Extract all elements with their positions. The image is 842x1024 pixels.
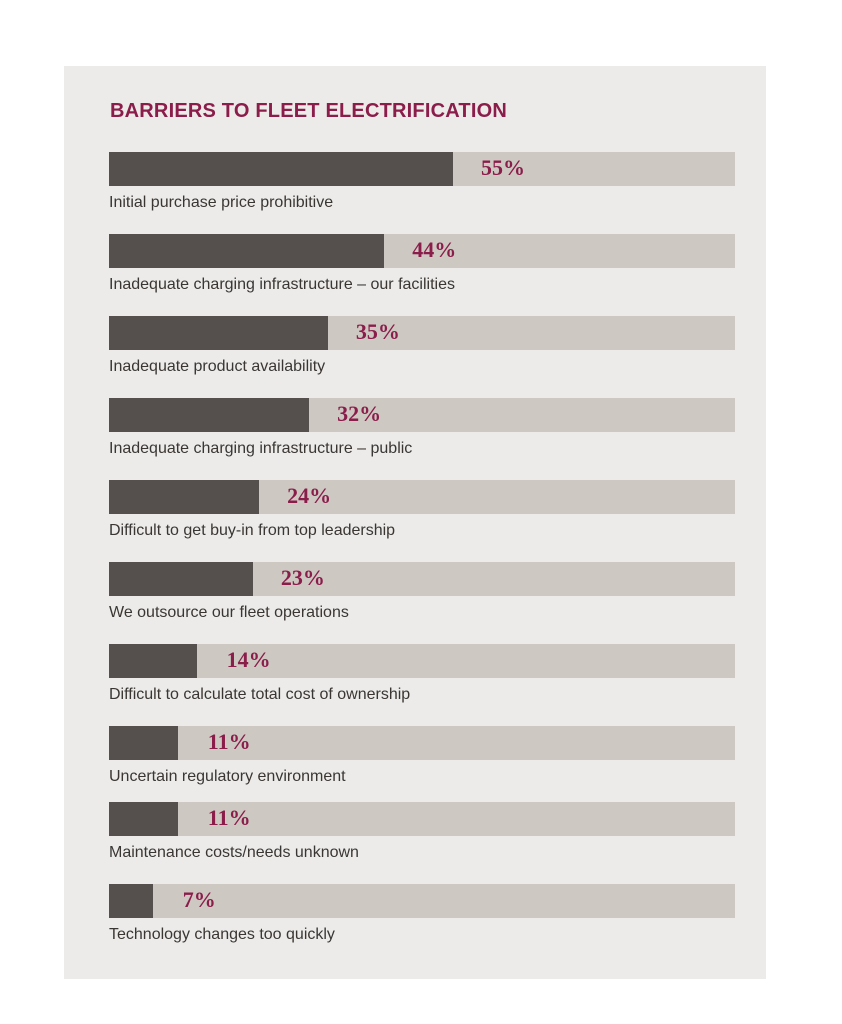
category-label: We outsource our fleet operations xyxy=(109,604,349,621)
value-label: 14% xyxy=(226,647,271,672)
bar xyxy=(109,562,253,596)
category-label: Inadequate charging infrastructure – pub… xyxy=(109,440,413,457)
bar-row: 14% Difficult to calculate total cost of … xyxy=(109,644,735,706)
bar-row: 7% Technology changes too quickly xyxy=(109,884,735,946)
bar-track: 55% xyxy=(109,152,735,186)
bar-row: 24% Difficult to get buy-in from top lead… xyxy=(109,480,735,542)
bar-track: 11% xyxy=(109,802,735,836)
value-label: 35% xyxy=(355,319,400,344)
bar-row: 35% Inadequate product availability xyxy=(109,316,735,378)
bar-track: 35% xyxy=(109,316,735,350)
category-label: Uncertain regulatory environment xyxy=(109,768,346,785)
value-label: 23% xyxy=(280,565,325,590)
value-label: 11% xyxy=(207,805,251,830)
category-label: Technology changes too quickly xyxy=(109,926,335,943)
bar xyxy=(109,644,197,678)
bar xyxy=(109,726,178,760)
bar-track: 14% xyxy=(109,644,735,678)
bar-row: 32% Inadequate charging infrastructure – … xyxy=(109,398,735,460)
bar-row: 23% We outsource our fleet operations xyxy=(109,562,735,624)
bar-row: 44% Inadequate charging infrastructure – … xyxy=(109,234,735,296)
category-label: Difficult to get buy-in from top leaders… xyxy=(109,522,396,539)
bar-row: 11% Uncertain regulatory environment xyxy=(109,726,735,788)
bar-track: 44% xyxy=(109,234,735,268)
value-label: 55% xyxy=(481,155,525,180)
bar-track: 7% xyxy=(109,884,735,918)
value-label: 44% xyxy=(412,237,457,262)
category-label: Difficult to calculate total cost of own… xyxy=(109,686,411,703)
chart-panel: BARRIERS TO FLEET ELECTRIFICATION 55% Ini… xyxy=(64,66,766,979)
category-label: Initial purchase price prohibitive xyxy=(109,194,334,211)
bar xyxy=(109,398,310,432)
bar xyxy=(109,234,385,268)
bar xyxy=(109,480,260,514)
category-label: Inadequate charging infrastructure – our… xyxy=(109,276,455,293)
bar xyxy=(109,802,178,836)
bar-track: 32% xyxy=(109,398,735,432)
bar-track: 11% xyxy=(109,726,735,760)
bar-track: 24% xyxy=(109,480,735,514)
bar-row: 11% Maintenance costs/needs unknown xyxy=(109,802,735,864)
bar xyxy=(109,316,328,350)
chart-title: BARRIERS TO FLEET ELECTRIFICATION xyxy=(110,100,507,122)
bar-row: 55% Initial purchase price prohibitive xyxy=(109,152,735,214)
category-label: Inadequate product availability xyxy=(109,358,326,375)
category-label: Maintenance costs/needs unknown xyxy=(109,844,359,861)
bar-track: 23% xyxy=(109,562,735,596)
value-label: 11% xyxy=(207,729,251,754)
value-label: 32% xyxy=(337,401,382,426)
bar xyxy=(109,884,153,918)
bar xyxy=(109,152,453,186)
value-label: 7% xyxy=(182,887,216,912)
value-label: 24% xyxy=(287,483,332,508)
